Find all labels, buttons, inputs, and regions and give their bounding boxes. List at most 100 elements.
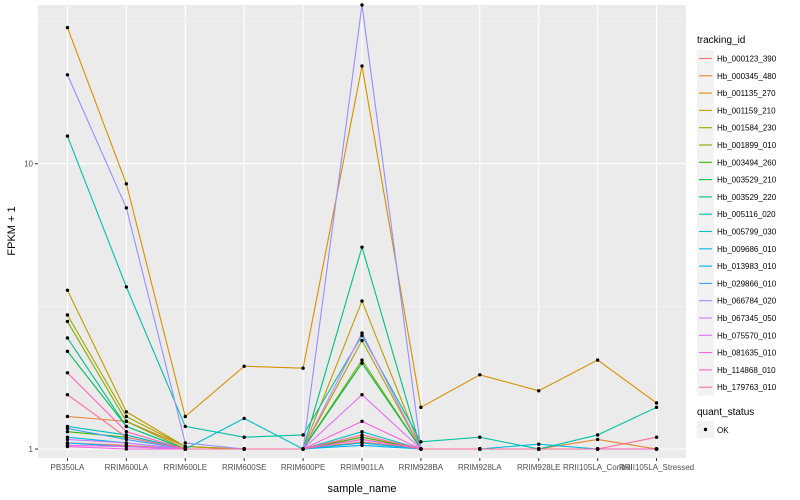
data-point-Hb_081635_010 — [65, 444, 70, 449]
legend-label: Hb_003529_210 — [717, 176, 777, 185]
data-point-Hb_179763_010 — [183, 447, 187, 451]
data-point-Hb_179763_010 — [419, 447, 423, 451]
data-point-Hb_005799_030 — [360, 429, 364, 434]
data-point-Hb_066784_020 — [360, 3, 364, 7]
data-point-Hb_075570_010 — [360, 393, 364, 397]
data-point-Hb_066784_020 — [65, 73, 70, 77]
data-point-Hb_003529_220 — [360, 245, 364, 249]
data-point-Hb_114868_010 — [65, 371, 70, 375]
legend-label-ok: OK — [717, 426, 729, 435]
data-point-Hb_001135_270 — [595, 358, 600, 362]
x-tick-label: RRIM928LE — [517, 463, 561, 472]
data-point-Hb_001159_210 — [65, 288, 70, 292]
data-point-Hb_179763_010 — [537, 447, 541, 451]
y-axis-title: FPKM + 1 — [6, 206, 18, 255]
data-point-Hb_005116_020 — [242, 435, 246, 439]
x-tick-label: RRIM928BA — [399, 463, 444, 472]
data-point-Hb_001899_010 — [360, 358, 364, 362]
data-point-Hb_005116_020 — [654, 405, 659, 410]
data-point-Hb_003529_220 — [65, 336, 70, 340]
data-point-Hb_179763_010 — [478, 447, 482, 451]
y-tick-label: 10 — [24, 160, 33, 169]
data-point-Hb_001584_230 — [124, 414, 129, 419]
data-point-Hb_114868_010 — [124, 429, 129, 434]
data-point-Hb_081635_010 — [360, 419, 364, 424]
data-point-Hb_003529_210 — [65, 349, 70, 354]
data-point-Hb_000345_480 — [595, 437, 600, 442]
data-point-Hb_001135_270 — [478, 373, 482, 377]
data-point-Hb_013983_010 — [360, 443, 364, 448]
x-tick-label: RRIM928LA — [458, 463, 502, 472]
data-point-Hb_005116_020 — [595, 433, 600, 437]
x-tick-label: PB350LA — [51, 463, 85, 472]
data-point-Hb_003529_220 — [124, 424, 129, 429]
legend-label: Hb_000123_390 — [717, 55, 777, 64]
data-point-Hb_001159_210 — [360, 299, 364, 303]
data-point-Hb_005116_020 — [65, 134, 70, 138]
legend-title-tracking-id: tracking_id — [697, 35, 745, 46]
x-tick-label: RRII105LA_Control — [563, 463, 633, 472]
data-point-Hb_001135_270 — [65, 25, 70, 30]
data-point-Hb_179763_010 — [242, 447, 246, 451]
data-point-Hb_005116_020 — [124, 285, 129, 289]
legend-key-point — [703, 427, 708, 432]
data-point-Hb_001135_270 — [242, 364, 246, 368]
legend-label: Hb_013983_010 — [717, 262, 777, 271]
legend-label: Hb_003494_260 — [717, 158, 777, 167]
data-point-Hb_005116_020 — [301, 433, 305, 437]
axes: 1 10 PB350LA RRIM600LA RRIM600LE RRIM600SE RRI… — [24, 160, 694, 472]
data-point-Hb_001135_270 — [537, 389, 541, 393]
y-tick-label: 1 — [29, 445, 34, 454]
data-point-Hb_179763_010 — [595, 447, 600, 451]
data-point-Hb_075570_010 — [124, 444, 129, 449]
data-point-Hb_179763_010 — [654, 435, 659, 439]
data-point-Hb_179763_010 — [124, 435, 129, 439]
x-tick-label: RRIM600PE — [281, 463, 325, 472]
x-axis-title: sample_name — [327, 483, 396, 495]
data-point-Hb_067345_050 — [360, 331, 364, 335]
legend-title-quant-status: quant_status — [697, 407, 754, 418]
data-point-Hb_003529_210 — [360, 361, 364, 365]
legend-label: Hb_029866_010 — [717, 279, 777, 288]
data-point-Hb_001899_010 — [124, 419, 129, 424]
data-point-Hb_001135_270 — [124, 182, 129, 186]
data-point-Hb_179763_010 — [360, 433, 364, 437]
legend-label: Hb_003529_220 — [717, 193, 777, 202]
data-point-Hb_179763_010 — [301, 447, 305, 451]
data-point-Hb_001135_270 — [654, 401, 659, 405]
data-point-Hb_001135_270 — [360, 64, 364, 68]
data-point-Hb_013983_010 — [65, 441, 70, 445]
data-point-Hb_009686_010 — [360, 441, 364, 445]
legend-label: Hb_179763_010 — [717, 383, 777, 392]
data-point-Hb_001899_010 — [65, 319, 70, 324]
legend-label: Hb_001135_270 — [717, 89, 776, 98]
x-tick-label: RRII105LA_Stressed — [619, 463, 694, 472]
data-point-Hb_029866_010 — [65, 426, 70, 431]
x-tick-label: RRIM901LA — [340, 463, 384, 472]
data-point-Hb_114868_010 — [360, 437, 364, 442]
data-point-Hb_009686_010 — [537, 442, 541, 446]
legend-label: Hb_081635_010 — [717, 349, 777, 358]
data-point-Hb_001584_230 — [183, 444, 187, 449]
data-point-Hb_179763_010 — [65, 393, 70, 397]
data-point-Hb_000345_480 — [65, 414, 70, 419]
data-point-Hb_001135_270 — [301, 366, 305, 370]
x-tick-label: RRIM600LA — [105, 463, 149, 472]
data-point-Hb_001584_230 — [360, 338, 364, 343]
data-point-Hb_001159_210 — [124, 410, 129, 414]
data-point-Hb_005116_020 — [419, 440, 423, 444]
x-tick-label: RRIM600LE — [163, 463, 207, 472]
legend-label: Hb_001159_210 — [717, 106, 776, 115]
legend: tracking_id Hb_000123_390 Hb_000345_480 Hb_… — [697, 35, 777, 438]
data-point-Hb_067345_050 — [124, 441, 129, 445]
data-point-Hb_081635_010 — [124, 447, 129, 451]
data-point-Hb_003494_260 — [65, 429, 70, 434]
legend-label: Hb_001584_230 — [717, 124, 777, 133]
data-point-Hb_005799_030 — [242, 416, 246, 421]
data-point-Hb_005116_020 — [183, 424, 187, 429]
data-point-Hb_001135_270 — [419, 405, 423, 410]
legend-label: Hb_000345_480 — [717, 72, 777, 81]
legend-label: Hb_009686_010 — [717, 245, 777, 254]
legend-label: Hb_066784_020 — [717, 297, 777, 306]
